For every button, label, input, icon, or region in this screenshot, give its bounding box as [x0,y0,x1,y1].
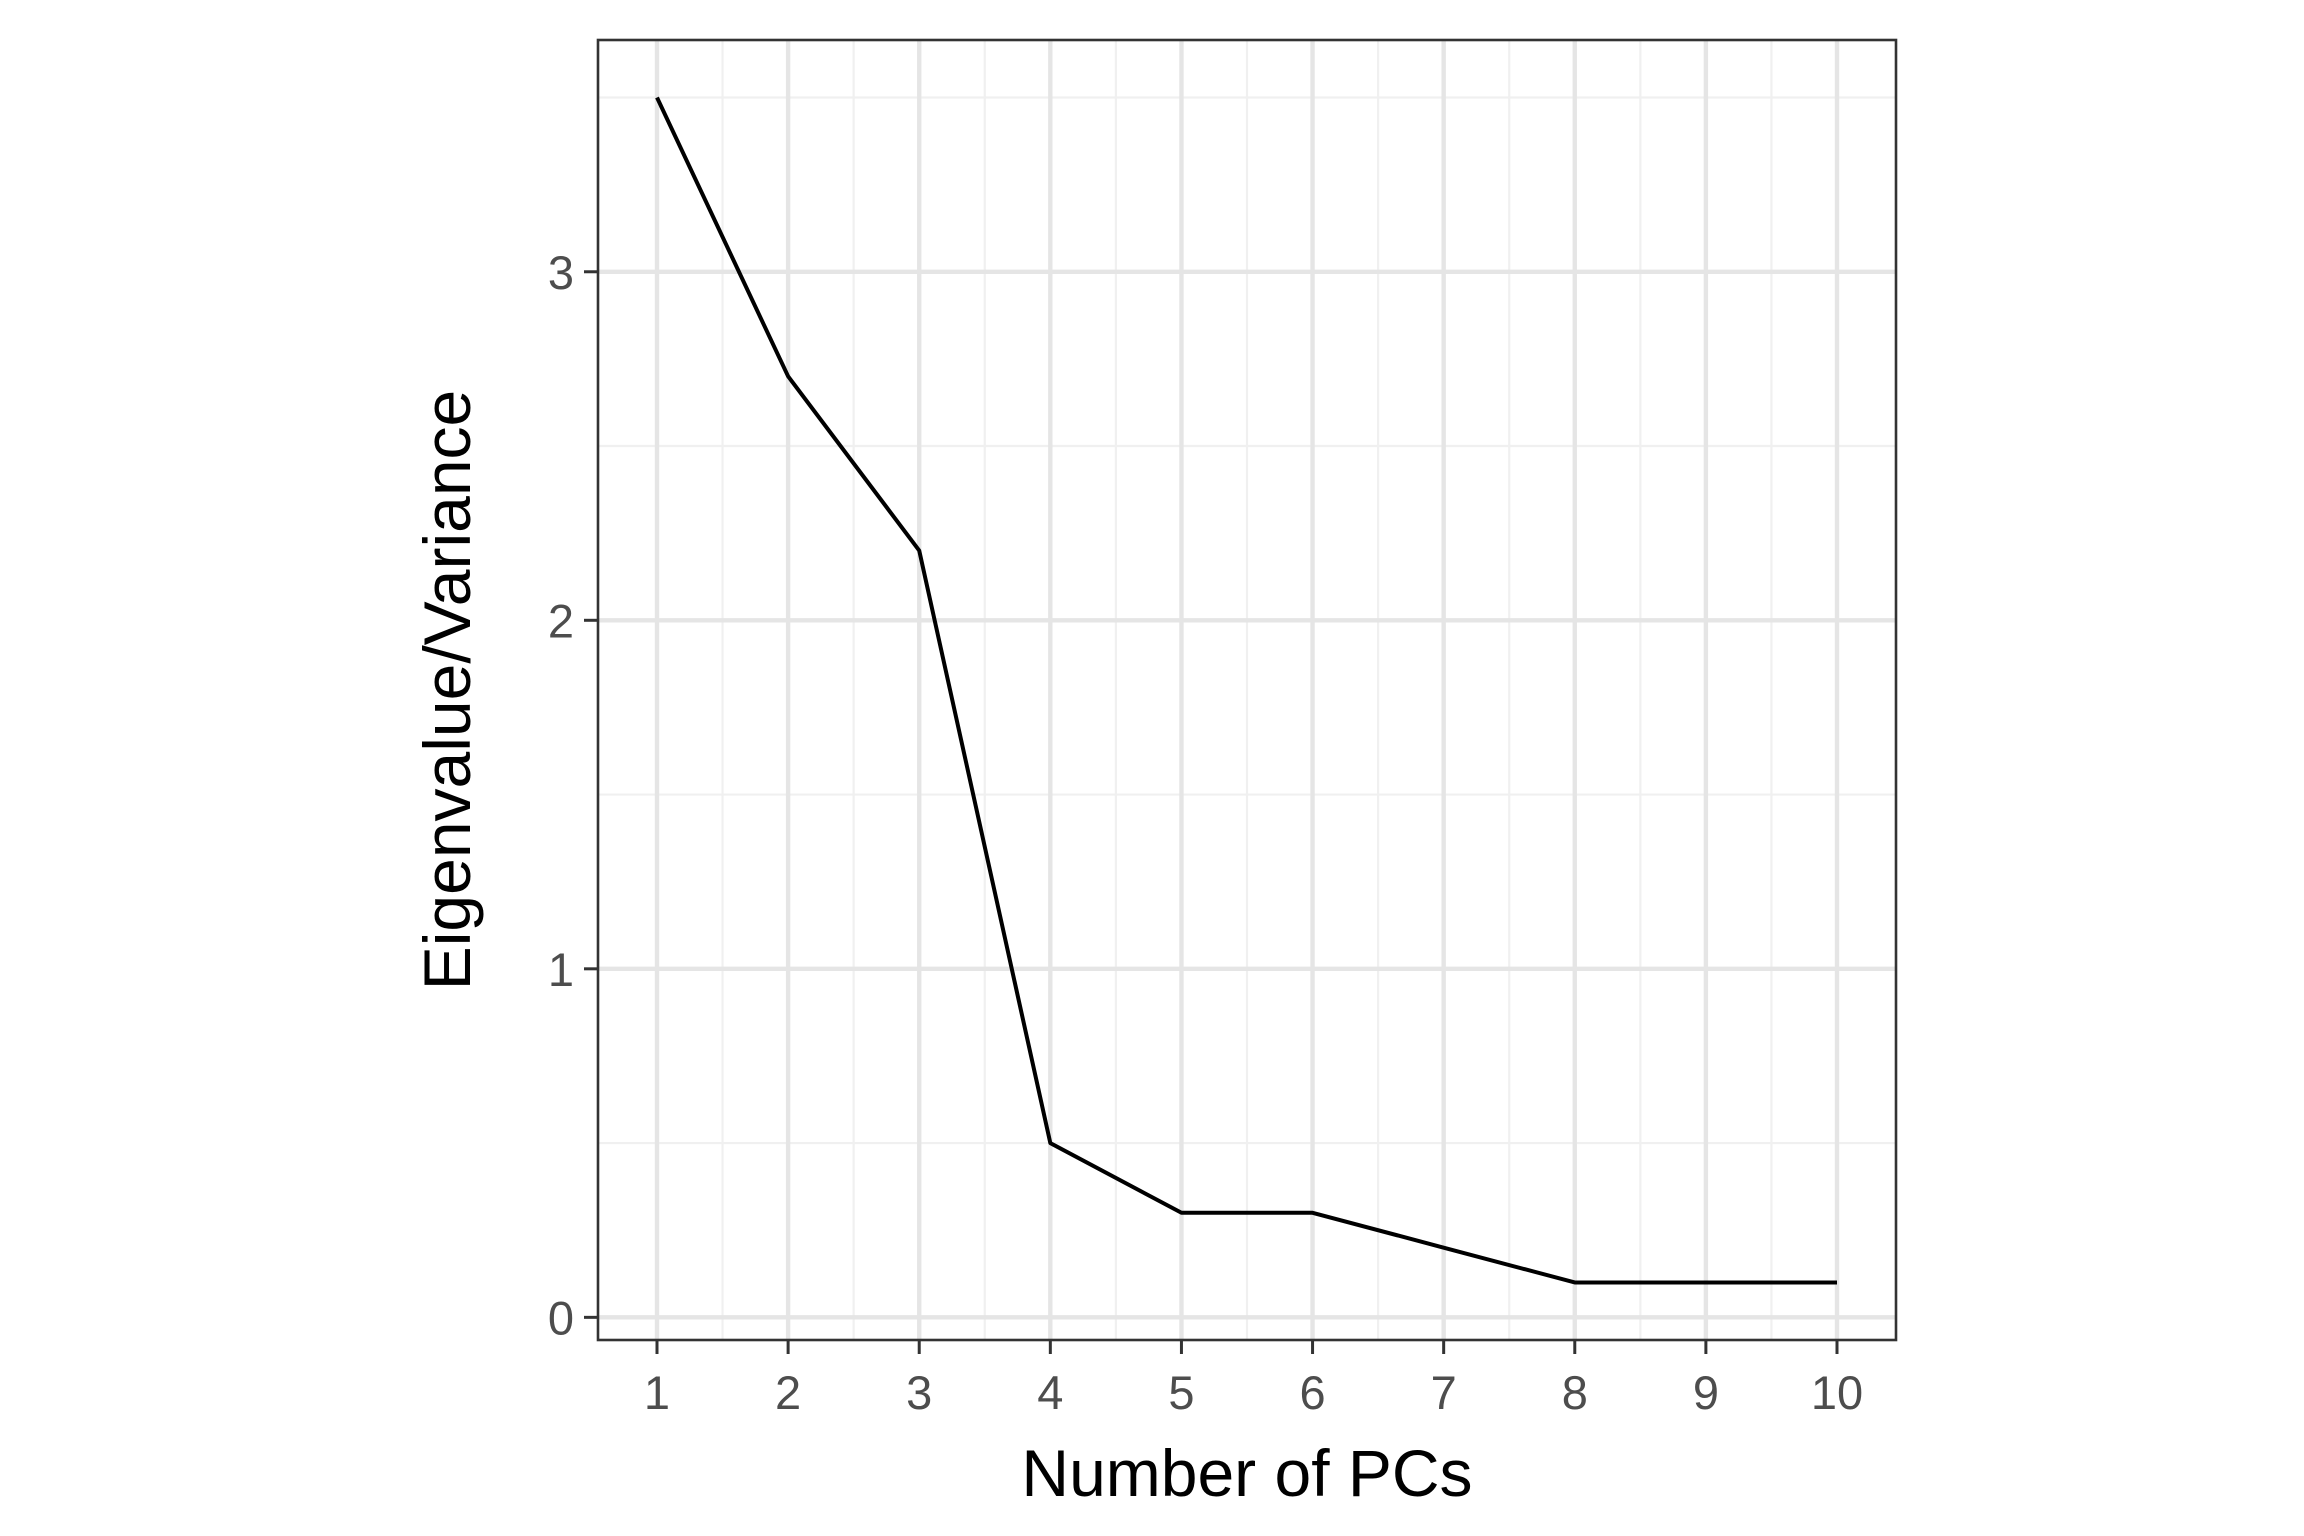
series-line [655,96,1837,1285]
x-tick-label: 5 [1168,1366,1194,1419]
x-axis-ticks: 1 2 3 4 5 6 7 8 9 10 [644,1340,1863,1419]
y-tick-label: 3 [548,246,574,299]
minor-gridlines [598,40,1896,1340]
x-tick-label: 8 [1562,1366,1588,1419]
panel-border [596,38,1898,1342]
y-tick-label: 0 [548,1291,574,1344]
x-tick-label: 2 [775,1366,801,1419]
y-axis-title: Eigenvalue/Variance [410,390,484,991]
x-tick-label: 9 [1693,1366,1719,1419]
series-layer [655,96,1837,1285]
x-tick-label: 3 [906,1366,932,1419]
y-axis-ticks: 0 1 2 3 [548,246,598,1344]
y-tick-label: 1 [548,943,574,996]
x-axis-title: Number of PCs [1021,1436,1472,1510]
x-tick-label: 7 [1431,1366,1457,1419]
x-tick-label: 6 [1299,1366,1325,1419]
y-tick-label: 2 [548,594,574,647]
x-tick-label: 4 [1037,1366,1063,1419]
major-gridlines [598,40,1896,1340]
x-tick-label: 1 [644,1366,670,1419]
x-tick-label: 10 [1811,1366,1863,1419]
